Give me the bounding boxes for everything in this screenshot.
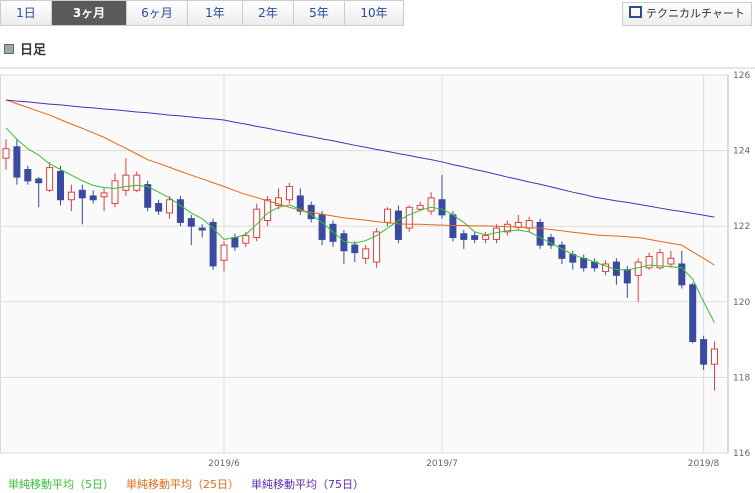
candle-body	[133, 174, 141, 191]
candle-body	[2, 148, 10, 159]
candle-body	[711, 348, 718, 365]
ma-line	[5, 99, 715, 266]
candle-body	[231, 237, 239, 248]
candle-body	[667, 257, 675, 265]
legend-entry: 単純移動平均（75日）	[251, 477, 364, 491]
candle-body	[460, 233, 468, 240]
candle-body	[264, 199, 272, 222]
candle-body	[176, 199, 184, 223]
candle-body	[13, 146, 21, 178]
candle-body	[645, 255, 653, 269]
ma-line	[5, 99, 715, 218]
candle-body	[198, 227, 206, 231]
candle-body	[57, 170, 64, 201]
candle-body	[580, 257, 588, 269]
candle-body	[111, 180, 119, 205]
legend-entry: 単純移動平均（5日）	[8, 477, 114, 491]
ma-line	[5, 127, 715, 323]
candle-body	[482, 235, 490, 240]
chart-label: 日足	[4, 39, 46, 58]
tab-selected[interactable]: 3ヶ月	[52, 1, 127, 25]
candle-body	[166, 199, 173, 214]
legend-entry: 単純移動平均（25日）	[126, 477, 239, 491]
candle-body	[187, 218, 195, 227]
candle-body	[362, 248, 370, 259]
tab[interactable]: 2年	[243, 1, 294, 25]
candle-body	[394, 210, 402, 240]
x-tick-label: 2019/6	[208, 459, 240, 469]
candle-body	[329, 223, 337, 242]
y-tick-label: 116	[733, 449, 750, 459]
button-label: テクニカルチャート	[646, 7, 745, 20]
chart-label-text: 日足	[20, 43, 47, 58]
candle-body	[220, 244, 228, 261]
candle-body	[285, 186, 293, 201]
candle-body	[525, 220, 533, 229]
candle-body	[35, 178, 43, 184]
candle-body	[46, 167, 54, 191]
candle-body	[558, 244, 566, 259]
x-tick-label: 2019/8	[688, 459, 720, 469]
candle-body	[24, 169, 32, 182]
y-tick-label: 122	[733, 222, 750, 232]
x-tick-label: 2019/7	[426, 459, 458, 469]
y-tick-label: 118	[733, 373, 750, 383]
tab[interactable]: 1年	[188, 1, 243, 25]
candle-body	[416, 204, 424, 210]
candle-body	[100, 192, 108, 198]
candle-body	[503, 223, 511, 233]
period-tabs: 1日 3ヶ月 6ヶ月 1年 2年 5年 10年	[0, 0, 404, 26]
candle-body	[678, 263, 686, 286]
candle-body	[78, 189, 86, 199]
technical-chart-button[interactable]: テクニカルチャート	[622, 2, 752, 26]
candle-body	[89, 195, 97, 201]
candle-body	[689, 284, 697, 342]
candle-body	[438, 199, 446, 216]
candle-body	[471, 235, 479, 240]
candle-body	[493, 227, 500, 240]
tab[interactable]: 10年	[345, 1, 404, 25]
candle-body	[602, 263, 609, 273]
candle-body	[449, 214, 457, 239]
candle-body	[656, 252, 664, 269]
candle-body	[155, 203, 163, 212]
y-tick-label: 126	[733, 71, 750, 81]
candle-body	[351, 244, 359, 254]
candle-body	[67, 191, 75, 201]
candle-body	[253, 208, 261, 239]
candle-body	[405, 206, 413, 229]
candle-body	[296, 195, 304, 212]
candle-body	[700, 339, 708, 365]
candle-body	[318, 214, 326, 240]
candle-body	[373, 231, 381, 263]
candle-body	[242, 235, 250, 244]
tab[interactable]: 6ヶ月	[127, 1, 188, 25]
candle-body	[536, 221, 544, 246]
candle-body	[340, 233, 348, 252]
y-tick-label: 124	[733, 147, 750, 157]
candle-body	[122, 174, 130, 191]
candle-body	[427, 197, 435, 212]
tab[interactable]: 5年	[294, 1, 345, 25]
candle-body	[144, 184, 152, 208]
y-tick-label: 120	[733, 298, 750, 308]
candle-body	[623, 269, 631, 284]
candle-body	[275, 197, 282, 206]
candle-body	[384, 208, 391, 223]
candle-body	[209, 221, 217, 267]
tab[interactable]: 1日	[1, 1, 52, 25]
